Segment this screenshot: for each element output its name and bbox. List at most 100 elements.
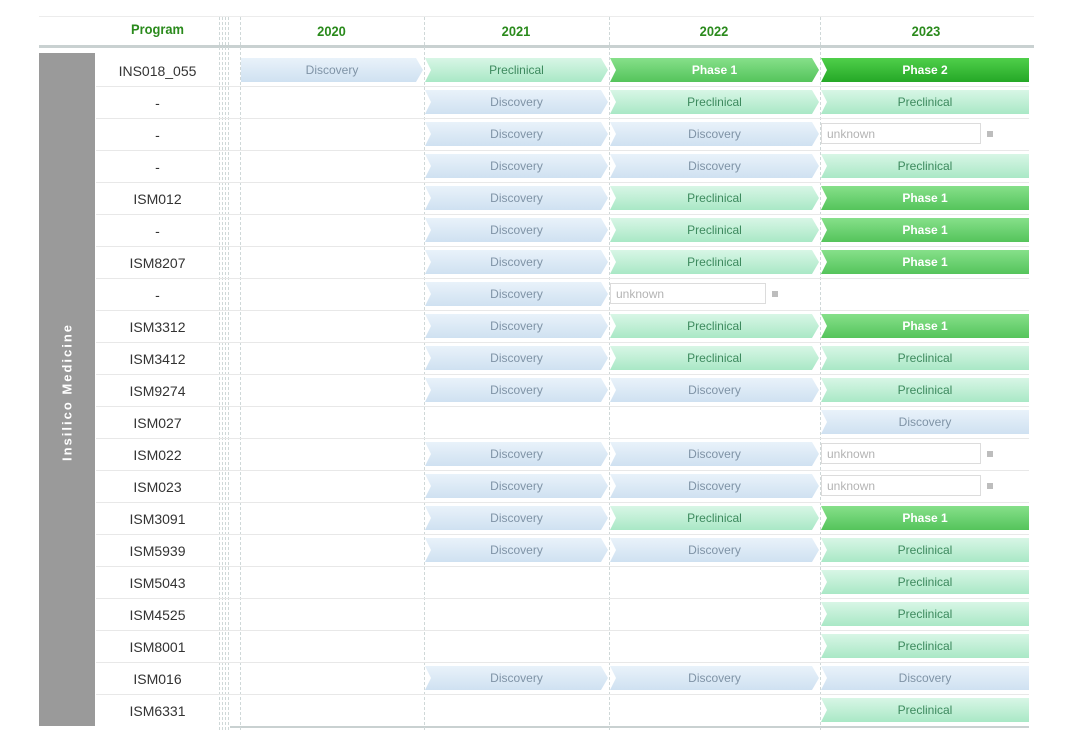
program-column-header: Program xyxy=(131,21,184,37)
stage-bar-discovery: Discovery xyxy=(425,218,608,242)
stage-bar-phase-2: Phase 2 xyxy=(821,58,1029,82)
stage-bar-preclinical: Preclinical xyxy=(821,378,1029,402)
stage-bar-discovery: Discovery xyxy=(610,442,819,466)
stage-bar-discovery: Discovery xyxy=(241,58,423,82)
year-header-2020: 2020 xyxy=(317,23,346,39)
stage-bar-preclinical: Preclinical xyxy=(821,634,1029,658)
stage-bar-discovery: Discovery xyxy=(425,90,608,114)
program-label: - xyxy=(155,95,160,111)
program-label: ISM3312 xyxy=(129,319,186,335)
stage-bar-discovery: Discovery xyxy=(425,346,608,370)
row-separator xyxy=(96,502,1029,503)
header-bottom-rule xyxy=(39,45,1034,48)
program-label: ISM016 xyxy=(133,671,182,687)
year-header-2021: 2021 xyxy=(501,23,531,39)
stage-bar-discovery: Discovery xyxy=(610,378,819,402)
row-separator xyxy=(96,310,1029,311)
program-label: ISM6331 xyxy=(129,703,186,719)
stage-bar-discovery: Discovery xyxy=(610,122,819,146)
unknown-stage-box: unknown xyxy=(821,443,981,464)
stage-bar-preclinical: Preclinical xyxy=(821,570,1029,594)
program-label: - xyxy=(155,223,160,239)
stage-bar-preclinical: Preclinical xyxy=(610,250,819,274)
stage-bar-preclinical: Preclinical xyxy=(821,698,1029,722)
stage-bar-preclinical: Preclinical xyxy=(610,506,819,530)
stage-bar-discovery: Discovery xyxy=(425,250,608,274)
row-separator xyxy=(96,630,1029,631)
col-divider-2022 xyxy=(609,17,610,730)
stage-bar-preclinical: Preclinical xyxy=(610,218,819,242)
year-header-2022: 2022 xyxy=(699,23,729,39)
stage-bar-discovery: Discovery xyxy=(610,666,819,690)
program-label: ISM023 xyxy=(133,479,182,495)
stage-bar-discovery: Discovery xyxy=(821,410,1029,434)
stage-bar-preclinical: Preclinical xyxy=(821,538,1029,562)
row-separator xyxy=(96,438,1029,439)
row-separator xyxy=(96,598,1029,599)
program-label: - xyxy=(155,159,160,175)
program-label: ISM3412 xyxy=(129,351,186,367)
program-label: ISM4525 xyxy=(129,607,186,623)
stage-bar-discovery: Discovery xyxy=(425,314,608,338)
stage-bar-phase-1: Phase 1 xyxy=(821,186,1029,210)
stage-bar-discovery: Discovery xyxy=(425,506,608,530)
program-divider-a xyxy=(219,17,220,730)
unknown-marker-icon xyxy=(987,131,993,137)
stage-bar-discovery: Discovery xyxy=(425,186,608,210)
stage-bar-preclinical: Preclinical xyxy=(610,314,819,338)
col-divider-2020 xyxy=(240,17,241,730)
row-separator xyxy=(96,694,1029,695)
stage-bar-discovery: Discovery xyxy=(610,538,819,562)
unknown-marker-icon xyxy=(987,451,993,457)
unknown-marker-icon xyxy=(987,483,993,489)
stage-bar-discovery: Discovery xyxy=(425,474,608,498)
row-separator xyxy=(96,534,1029,535)
stage-bar-phase-1: Phase 1 xyxy=(821,250,1029,274)
stage-bar-discovery: Discovery xyxy=(425,122,608,146)
stage-bar-discovery: Discovery xyxy=(425,538,608,562)
stage-bar-discovery: Discovery xyxy=(425,442,608,466)
stage-bar-discovery: Discovery xyxy=(425,666,608,690)
program-label: INS018_055 xyxy=(118,63,197,79)
row-separator xyxy=(96,86,1029,87)
row-separator xyxy=(96,214,1029,215)
stage-bar-preclinical: Preclinical xyxy=(425,58,608,82)
stage-bar-preclinical: Preclinical xyxy=(821,346,1029,370)
row-separator xyxy=(96,150,1029,151)
program-label: ISM027 xyxy=(133,415,182,431)
stage-bar-phase-1: Phase 1 xyxy=(821,506,1029,530)
stage-bar-discovery: Discovery xyxy=(610,154,819,178)
row-separator xyxy=(96,662,1029,663)
stage-bar-discovery: Discovery xyxy=(425,154,608,178)
program-label: - xyxy=(155,287,160,303)
table-bottom-rule xyxy=(230,726,1029,728)
unknown-stage-box: unknown xyxy=(821,475,981,496)
stage-bar-discovery: Discovery xyxy=(821,666,1029,690)
company-label: Insilico Medicine xyxy=(59,322,75,462)
stage-bar-discovery: Discovery xyxy=(610,474,819,498)
program-label: ISM012 xyxy=(133,191,182,207)
row-separator xyxy=(96,246,1029,247)
program-label: ISM9274 xyxy=(129,383,186,399)
unknown-marker-icon xyxy=(772,291,778,297)
row-separator xyxy=(96,118,1029,119)
row-separator xyxy=(96,278,1029,279)
row-separator xyxy=(96,470,1029,471)
stage-bar-phase-1: Phase 1 xyxy=(610,58,819,82)
program-label: - xyxy=(155,127,160,143)
row-separator xyxy=(96,566,1029,567)
header-top-rule xyxy=(39,16,1034,17)
program-divider-d xyxy=(228,17,229,730)
stage-bar-preclinical: Preclinical xyxy=(610,90,819,114)
stage-bar-preclinical: Preclinical xyxy=(610,186,819,210)
stage-bar-preclinical: Preclinical xyxy=(821,602,1029,626)
program-label: ISM5043 xyxy=(129,575,186,591)
unknown-stage-box: unknown xyxy=(821,123,981,144)
program-label: ISM8207 xyxy=(129,255,186,271)
program-divider-c xyxy=(225,17,226,730)
stage-bar-preclinical: Preclinical xyxy=(821,154,1029,178)
program-label: ISM022 xyxy=(133,447,182,463)
row-separator xyxy=(96,182,1029,183)
row-separator xyxy=(96,342,1029,343)
